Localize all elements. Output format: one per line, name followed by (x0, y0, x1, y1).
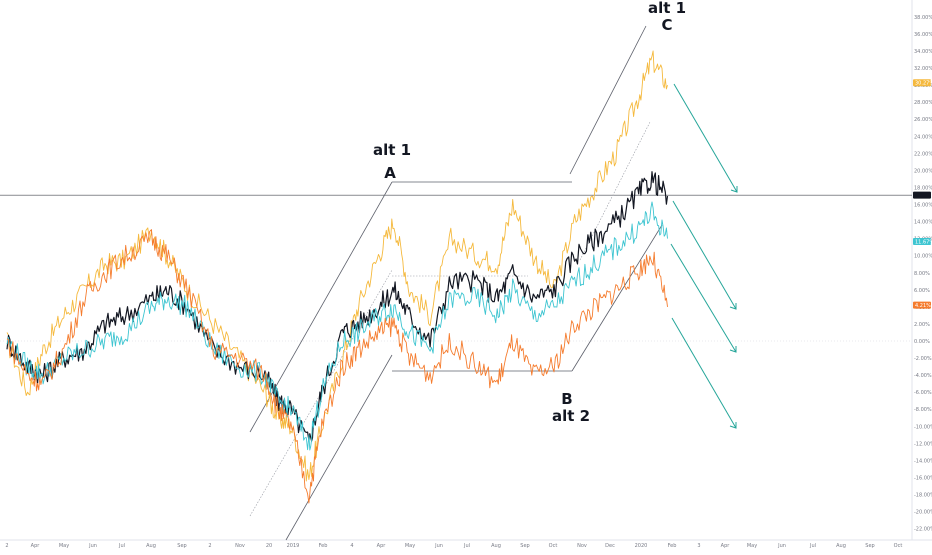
y-tick-label: -6.00% (914, 390, 932, 396)
x-tick-label: Aug (146, 543, 156, 549)
alt1-top-label[interactable]: alt 1 (648, 0, 686, 17)
x-tick-label: Feb (668, 543, 677, 549)
x-tick-label: 4 (350, 543, 353, 549)
last-value-badge-label: 30.27% (915, 81, 932, 87)
x-tick-label: Feb (319, 543, 328, 549)
x-tick-label: Aug (491, 543, 501, 549)
alt1-channel-lower-line[interactable] (285, 354, 393, 541)
y-tick-label: 22.00% (914, 151, 932, 157)
y-tick-label: 18.00% (914, 185, 932, 191)
projection-arrowhead-cyan (729, 346, 737, 353)
alt1-mid-label[interactable]: alt 1 (373, 141, 411, 159)
y-axis[interactable]: 38.00%36.00%34.00%32.00%30.00%28.00%26.0… (914, 15, 932, 533)
last-value-badge (913, 79, 931, 87)
x-tick-label: Nov (577, 543, 587, 549)
last-value-badge (913, 237, 931, 245)
wave-a-label[interactable]: A (384, 164, 396, 182)
alt1-c-channel-lower-line[interactable] (571, 224, 663, 372)
x-tick-label: Sep (177, 543, 186, 549)
y-tick-label: -12.00% (914, 441, 932, 447)
y-tick-label: -8.00% (914, 407, 932, 413)
y-tick-label: -4.00% (914, 373, 932, 379)
x-tick-label: Jul (809, 543, 816, 549)
projection-arrowhead-black (729, 303, 737, 310)
x-tick-label: May (747, 543, 757, 549)
reference-lines (0, 194, 912, 342)
y-tick-label: -18.00% (914, 493, 932, 499)
y-tick-label: 2.00% (914, 322, 930, 328)
y-tick-label: -14.00% (914, 458, 932, 464)
x-tick-label: Oct (549, 543, 558, 549)
last-value-badge-label: 4.21% (915, 303, 931, 309)
y-tick-label: -20.00% (914, 510, 932, 516)
y-tick-label: 26.00% (914, 117, 932, 123)
x-tick-label: Apr (377, 543, 387, 549)
y-tick-label: 28.00% (914, 100, 932, 106)
y-tick-label: 34.00% (914, 49, 932, 55)
wave-c-label[interactable]: C (661, 16, 672, 34)
y-tick-label: 10.00% (914, 254, 932, 260)
x-tick-label: 2 (208, 543, 211, 549)
x-tick-label: Jul (463, 543, 470, 549)
y-tick-label: 20.00% (914, 168, 932, 174)
x-tick-label: 3 (697, 543, 700, 549)
x-tick-label: Dec (605, 543, 615, 549)
x-tick-label: Apr (31, 543, 41, 549)
series-line-2[interactable] (6, 201, 668, 451)
y-tick-label: 14.00% (914, 220, 932, 226)
y-tick-label: 38.00% (914, 15, 932, 21)
x-tick-label: 20 (266, 543, 272, 549)
projection-arrows[interactable] (670, 83, 738, 429)
alt2-label[interactable]: alt 2 (552, 407, 590, 425)
y-tick-label: -22.00% (914, 527, 932, 533)
x-tick-label: Apr (721, 543, 731, 549)
y-tick-label: 8.00% (914, 271, 930, 277)
x-tick-label: Sep (520, 543, 529, 549)
x-tick-label: May (59, 543, 69, 549)
x-tick-label: 2 (5, 543, 8, 549)
wave-annotations[interactable]: alt 1 C alt 1 A B alt 2 (373, 0, 686, 425)
y-tick-label: -10.00% (914, 424, 932, 430)
y-tick-label: 32.00% (914, 66, 932, 72)
projection-arrow-yellow[interactable] (673, 83, 738, 193)
last-value-badge (913, 191, 931, 199)
last-value-badges: 30.27% 11.67% 4.21% (913, 79, 932, 309)
series-layer (6, 50, 669, 504)
series-line-3[interactable] (6, 229, 668, 504)
projection-arrowhead-yellow (730, 186, 738, 193)
y-tick-label: 0.00% (914, 339, 930, 345)
projection-arrow-black[interactable] (672, 200, 737, 310)
series-line-0[interactable] (6, 50, 668, 482)
series-line-1[interactable] (6, 171, 669, 442)
x-tick-label: 2019 (287, 543, 300, 549)
projection-arrowhead-orange (729, 422, 737, 429)
x-tick-label: Sep (865, 543, 874, 549)
x-axis[interactable]: 2 Apr May Jun Jul Aug Sep 2 Nov 20 2019 Feb 4 Apr May J… (5, 543, 902, 549)
last-value-badge-label: 11.67% (915, 239, 932, 245)
x-tick-label: Jun (88, 543, 97, 549)
y-tick-label: 16.00% (914, 203, 932, 209)
y-tick-label: 24.00% (914, 134, 932, 140)
y-tick-label: -2.00% (914, 356, 932, 362)
x-tick-label: Nov (235, 543, 245, 549)
x-tick-label: Jun (434, 543, 443, 549)
y-tick-label: 36.00% (914, 32, 932, 38)
x-tick-label: Jul (118, 543, 125, 549)
last-value-badge (913, 301, 931, 309)
x-tick-label: 2020 (635, 543, 648, 549)
projection-arrow-orange[interactable] (671, 317, 737, 429)
y-tick-label: 6.00% (914, 288, 930, 294)
x-tick-label: Oct (894, 543, 903, 549)
x-tick-label: Jun (777, 543, 786, 549)
x-tick-label: Aug (836, 543, 846, 549)
wave-b-label[interactable]: B (561, 390, 572, 408)
y-tick-label: -16.00% (914, 475, 932, 481)
x-tick-label: May (405, 543, 415, 549)
alt1-c-channel-upper-line[interactable] (569, 25, 647, 175)
projection-arrow-cyan[interactable] (670, 243, 737, 353)
